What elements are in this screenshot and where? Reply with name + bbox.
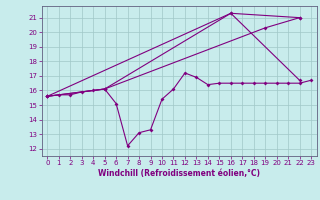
X-axis label: Windchill (Refroidissement éolien,°C): Windchill (Refroidissement éolien,°C) [98,169,260,178]
